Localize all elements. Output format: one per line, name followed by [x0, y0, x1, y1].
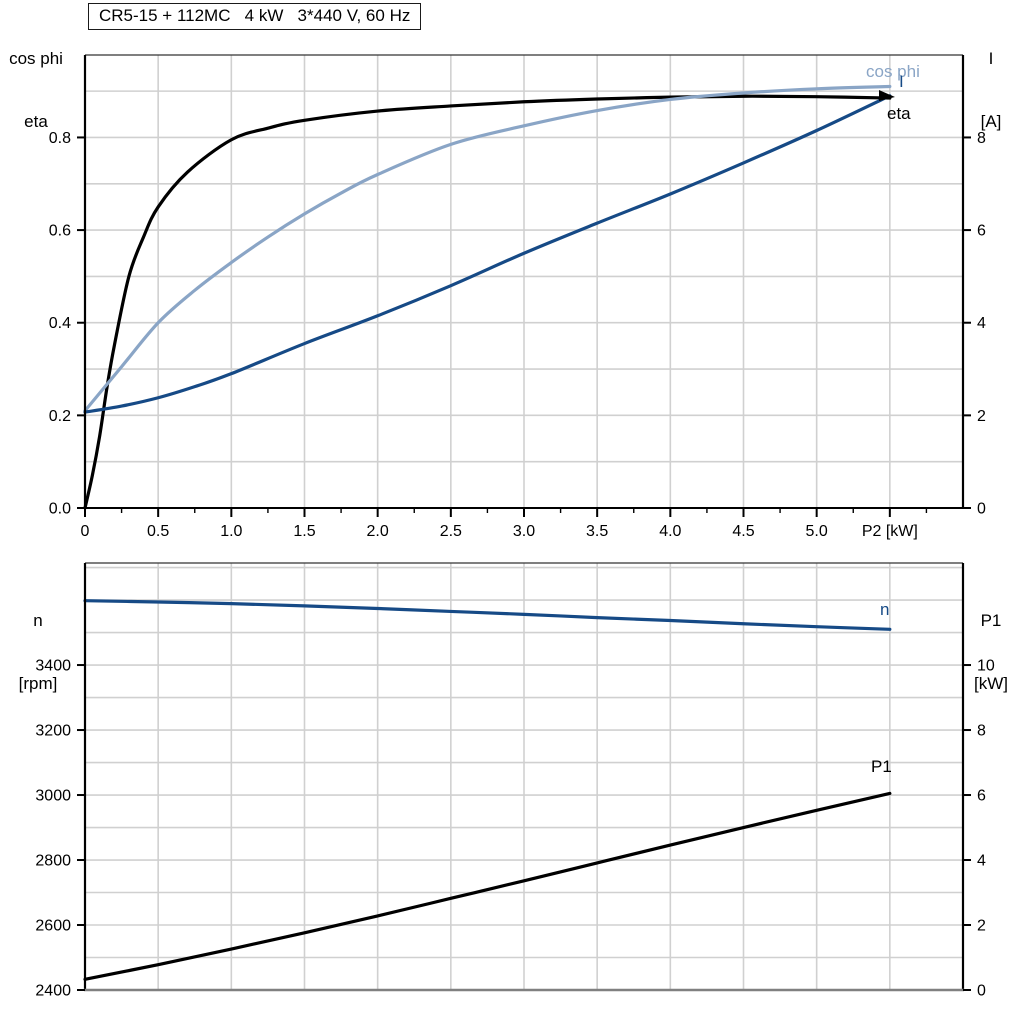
svg-text:3000: 3000	[35, 788, 71, 805]
svg-text:0.0: 0.0	[49, 501, 71, 518]
bottom-left-axis-title: n [rpm]	[10, 568, 66, 736]
axis-title-line: eta	[24, 112, 48, 131]
axis-title-line: cos phi	[9, 49, 63, 68]
svg-text:1.0: 1.0	[220, 523, 242, 540]
top-right-axis-title: I [A]	[964, 6, 1018, 174]
speed-curve-label: n	[880, 600, 890, 619]
svg-text:0.2: 0.2	[49, 408, 71, 425]
axis-title-line: I	[988, 49, 994, 68]
current-curve-label: I	[899, 72, 904, 91]
svg-text:0.4: 0.4	[49, 315, 71, 332]
svg-text:3.5: 3.5	[586, 523, 608, 540]
svg-text:2600: 2600	[35, 918, 71, 935]
svg-text:1.5: 1.5	[293, 523, 315, 540]
cos-phi-curve-label: cos phi	[866, 62, 920, 81]
axis-title-line: n	[33, 611, 43, 630]
bottom-right-axis-title: P1 [kW]	[962, 568, 1020, 736]
svg-text:4.5: 4.5	[732, 523, 754, 540]
svg-text:3400: 3400	[35, 658, 71, 675]
svg-text:4: 4	[977, 853, 986, 870]
svg-text:0.5: 0.5	[147, 523, 169, 540]
eta-curve-label: eta	[887, 104, 911, 123]
svg-text:6: 6	[977, 788, 986, 805]
title-box: CR5-15 + 112MC 4 kW 3*440 V, 60 Hz	[88, 3, 422, 30]
axis-title-line: [kW]	[974, 674, 1008, 693]
svg-text:5.0: 5.0	[806, 523, 828, 540]
axis-title-line: [A]	[980, 112, 1002, 131]
p1-curve-label: P1	[871, 757, 892, 776]
svg-text:0.8: 0.8	[49, 130, 71, 147]
svg-text:8: 8	[977, 723, 986, 740]
svg-text:3200: 3200	[35, 723, 71, 740]
svg-text:2: 2	[977, 918, 986, 935]
svg-text:0: 0	[977, 501, 986, 518]
svg-text:2400: 2400	[35, 983, 71, 1000]
svg-text:2.0: 2.0	[367, 523, 389, 540]
svg-text:0: 0	[81, 523, 90, 540]
svg-text:0: 0	[977, 983, 986, 1000]
svg-text:P2 [kW]: P2 [kW]	[862, 523, 918, 540]
svg-text:2: 2	[977, 408, 986, 425]
axis-title-line: [rpm]	[18, 674, 58, 693]
svg-text:6: 6	[977, 223, 986, 240]
svg-text:8: 8	[977, 130, 986, 147]
svg-text:4.0: 4.0	[659, 523, 681, 540]
top-left-axis-title: cos phi eta	[4, 6, 68, 174]
axis-title-line: P1	[980, 611, 1002, 630]
svg-text:3.0: 3.0	[513, 523, 535, 540]
svg-text:0.6: 0.6	[49, 223, 71, 240]
svg-text:4: 4	[977, 315, 986, 332]
svg-text:10: 10	[977, 658, 995, 675]
svg-text:2800: 2800	[35, 853, 71, 870]
svg-text:2.5: 2.5	[440, 523, 462, 540]
